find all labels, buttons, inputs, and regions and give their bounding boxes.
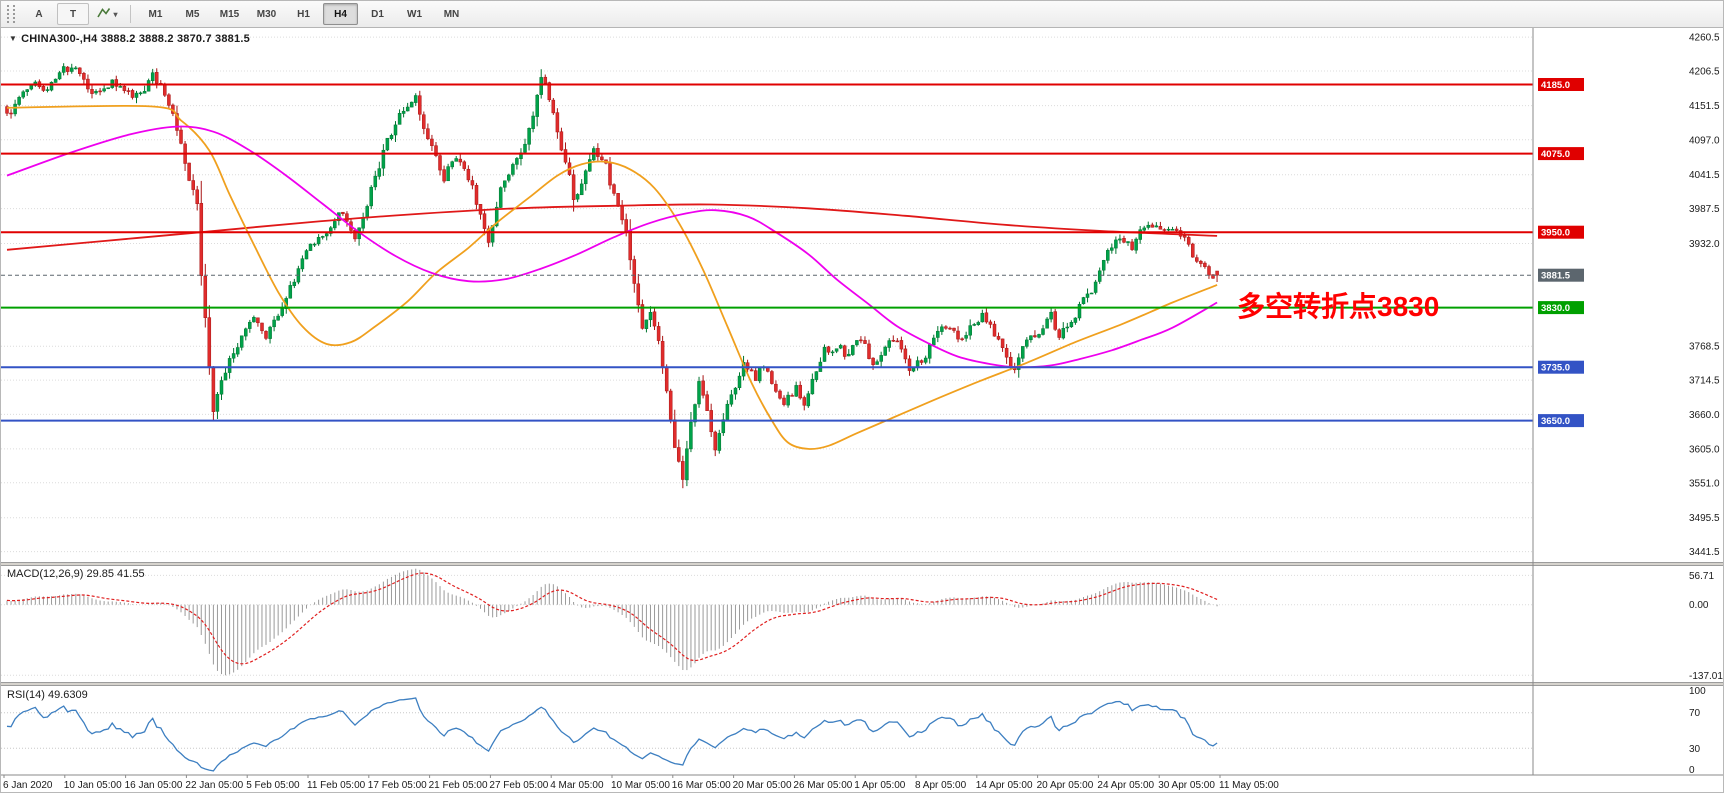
- svg-text:100: 100: [1689, 686, 1706, 697]
- svg-text:10 Jan 05:00: 10 Jan 05:00: [64, 780, 122, 791]
- svg-text:21 Feb 05:00: 21 Feb 05:00: [429, 780, 488, 791]
- ma-lines-layer: [6, 104, 1218, 450]
- price-axis: 4260.5 4206.5 4151.5 4097.0 4041.5 3987.5 3932…: [1538, 33, 1720, 558]
- svg-text:4206.5: 4206.5: [1689, 67, 1720, 78]
- svg-text:27 Feb 05:00: 27 Feb 05:00: [489, 780, 548, 791]
- chart-title: ▼ CHINA300-,H4 3888.2 3888.2 3870.7 3881.…: [9, 33, 250, 45]
- svg-text:-137.01: -137.01: [1689, 671, 1723, 682]
- svg-text:30: 30: [1689, 744, 1701, 755]
- candles-layer: [5, 63, 1219, 489]
- svg-text:11 May 05:00: 11 May 05:00: [1219, 780, 1279, 791]
- grid-layer: [1, 36, 1533, 553]
- symbol-dropdown-icon[interactable]: ▼: [9, 34, 18, 43]
- svg-text:24 Apr 05:00: 24 Apr 05:00: [1097, 780, 1154, 791]
- svg-text:0.00: 0.00: [1689, 600, 1709, 611]
- svg-text:3714.5: 3714.5: [1689, 376, 1720, 387]
- svg-text:3605.0: 3605.0: [1689, 444, 1720, 455]
- svg-text:22 Jan 05:00: 22 Jan 05:00: [185, 780, 243, 791]
- macd-panel: 56.71 0.00 -137.01: [1, 568, 1723, 682]
- timeframe-button-m5[interactable]: M5: [185, 8, 200, 20]
- text-tool-button[interactable]: T: [57, 3, 89, 25]
- timeframe-toolbar: M1 M5 M15 M30 H1 H4 D1 W1 MN: [137, 3, 470, 25]
- svg-text:3932.0: 3932.0: [1689, 239, 1720, 250]
- svg-text:3441.5: 3441.5: [1689, 547, 1720, 558]
- toolbar-grip-handle[interactable]: [7, 5, 15, 23]
- svg-text:6 Jan 2020: 6 Jan 2020: [3, 780, 53, 791]
- hlines-layer: [1, 83, 1533, 422]
- svg-text:3830.0: 3830.0: [1541, 303, 1570, 314]
- svg-text:4097.0: 4097.0: [1689, 135, 1720, 146]
- svg-text:3881.5: 3881.5: [1541, 271, 1571, 282]
- svg-text:3768.5: 3768.5: [1689, 342, 1720, 353]
- svg-text:4260.5: 4260.5: [1689, 33, 1720, 44]
- rsi-label: RSI(14) 49.6309: [7, 689, 88, 701]
- svg-text:4075.0: 4075.0: [1541, 149, 1570, 160]
- ma-slow-red: [6, 203, 1218, 251]
- timeframe-button-h4[interactable]: H4: [323, 3, 358, 25]
- svg-text:5 Feb 05:00: 5 Feb 05:00: [246, 780, 300, 791]
- svg-text:1 Apr 05:00: 1 Apr 05:00: [854, 780, 906, 791]
- chart-annotation: 多空转折点3830: [1237, 291, 1440, 322]
- svg-text:3660.0: 3660.0: [1689, 410, 1720, 421]
- svg-text:26 Mar 05:00: 26 Mar 05:00: [793, 780, 852, 791]
- timeframe-button-d1[interactable]: D1: [371, 8, 384, 20]
- svg-text:3551.0: 3551.0: [1689, 478, 1720, 489]
- svg-text:3650.0: 3650.0: [1541, 416, 1570, 427]
- svg-text:70: 70: [1689, 708, 1701, 719]
- rsi-line: [6, 697, 1218, 772]
- svg-text:11 Feb 05:00: 11 Feb 05:00: [307, 780, 366, 791]
- svg-text:30 Apr 05:00: 30 Apr 05:00: [1158, 780, 1215, 791]
- svg-text:3987.5: 3987.5: [1689, 204, 1720, 215]
- svg-text:56.71: 56.71: [1689, 571, 1714, 582]
- svg-text:14 Apr 05:00: 14 Apr 05:00: [976, 780, 1033, 791]
- svg-text:0: 0: [1689, 765, 1695, 776]
- timeframe-button-w1[interactable]: W1: [407, 8, 422, 20]
- svg-text:20 Apr 05:00: 20 Apr 05:00: [1037, 780, 1094, 791]
- svg-text:3495.5: 3495.5: [1689, 513, 1720, 524]
- chart-canvas[interactable]: 4260.5 4206.5 4151.5 4097.0 4041.5 3987.5 3932…: [1, 28, 1724, 793]
- svg-text:3735.0: 3735.0: [1541, 363, 1570, 374]
- timeframe-button-mn[interactable]: MN: [443, 8, 460, 20]
- arr-tool-button[interactable]: A: [35, 8, 43, 20]
- panel-chrome: [1, 28, 1723, 775]
- top-toolbar: A T ▾ M1 M5 M15 M30 H1 H4 D1 W1 MN: [1, 1, 1723, 28]
- svg-text:4185.0: 4185.0: [1541, 80, 1570, 91]
- timeframe-button-h1[interactable]: H1: [297, 8, 310, 20]
- macd-label: MACD(12,26,9) 29.85 41.55: [7, 568, 145, 580]
- chart-title-text: CHINA300-,H4 3888.2 3888.2 3870.7 3881.5: [21, 33, 250, 45]
- shapes-dropdown-button[interactable]: ▾: [91, 3, 123, 25]
- ma-medium-orange: [6, 104, 1218, 450]
- timeframe-button-m30[interactable]: M30: [256, 8, 277, 20]
- timeframe-button-m1[interactable]: M1: [148, 8, 163, 20]
- svg-text:8 Apr 05:00: 8 Apr 05:00: [915, 780, 967, 791]
- svg-text:4041.5: 4041.5: [1689, 170, 1720, 181]
- rsi-panel: 100 70 30 0: [1, 686, 1706, 776]
- svg-text:16 Mar 05:00: 16 Mar 05:00: [672, 780, 731, 791]
- svg-text:4151.5: 4151.5: [1689, 101, 1720, 112]
- svg-text:10 Mar 05:00: 10 Mar 05:00: [611, 780, 670, 791]
- svg-text:3950.0: 3950.0: [1541, 228, 1570, 239]
- svg-text:16 Jan 05:00: 16 Jan 05:00: [125, 780, 183, 791]
- shapes-icon: [96, 6, 111, 22]
- toolbar-separator: [130, 5, 131, 23]
- chevron-down-icon: ▾: [113, 9, 118, 19]
- svg-text:4 Mar 05:00: 4 Mar 05:00: [550, 780, 604, 791]
- timeframe-button-m15[interactable]: M15: [219, 8, 240, 20]
- svg-text:20 Mar 05:00: 20 Mar 05:00: [733, 780, 792, 791]
- svg-text:17 Feb 05:00: 17 Feb 05:00: [368, 780, 427, 791]
- time-axis: 6 Jan 2020 10 Jan 05:00 16 Jan 05:00 22 Jan…: [1, 774, 1723, 791]
- macd-signal-line: [6, 572, 1218, 665]
